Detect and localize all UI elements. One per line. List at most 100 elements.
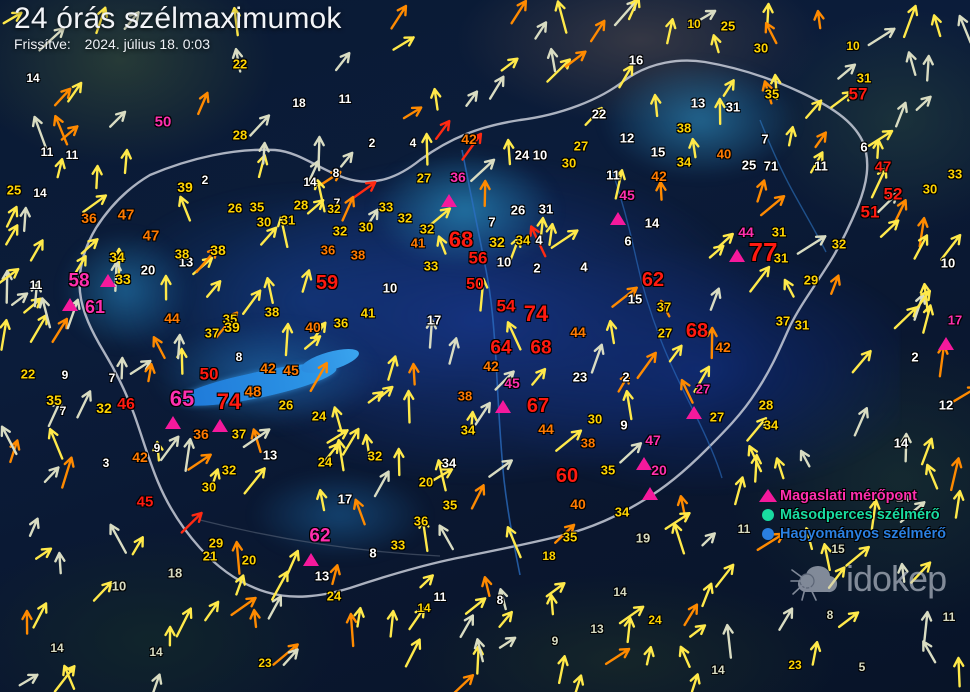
wind-direction-arrow-icon [605,319,618,344]
station-value-label: 18 [542,549,556,563]
wind-direction-arrow-icon [655,181,667,202]
wind-direction-arrow-icon [796,234,826,255]
wind-direction-arrow-icon [845,545,871,567]
wind-direction-arrow-icon [300,269,312,293]
wind-direction-arrow-icon [476,277,489,312]
wind-direction-arrow-icon [554,0,568,34]
station-value-label: 42 [715,339,731,355]
wind-direction-arrow-icon [426,319,438,350]
wind-direction-arrow-icon [505,320,522,351]
station-value-label: 28 [232,127,248,143]
station-value-label: 11 [942,610,956,624]
station-value-label: 28 [293,197,309,213]
wind-direction-arrow-icon [461,132,483,161]
wind-direction-arrow-icon [151,441,164,462]
station-value-label: 42 [651,168,667,184]
wind-direction-arrow-icon [809,641,821,667]
station-value-label: 30 [922,181,938,197]
wind-direction-arrow-icon [177,195,191,222]
wind-direction-arrow-icon [905,51,918,77]
wind-direction-arrow-icon [386,610,398,638]
station-value-label: 38 [264,304,280,320]
wind-direction-arrow-icon [777,607,793,632]
station-value-label: 9 [61,368,69,382]
wind-direction-arrow-icon [546,47,558,73]
wind-direction-arrow-icon [159,435,180,462]
station-value-label: 32 [221,462,237,478]
wind-direction-arrow-icon [910,561,932,584]
wind-direction-arrow-icon [229,7,241,37]
wind-direction-arrow-icon [557,655,569,685]
wind-direction-arrow-icon [75,389,92,419]
station-value-label: 24 [648,613,662,627]
wind-direction-arrow-icon [869,499,881,531]
wind-direction-arrow-icon [837,63,857,80]
wind-direction-arrow-icon [428,468,454,484]
wind-direction-arrow-icon [334,52,351,72]
wind-direction-arrow-icon [628,0,641,21]
wind-direction-arrow-icon [243,467,266,495]
updated-label: Frissítve: [14,36,71,52]
station-value-label: 12 [938,397,954,413]
station-value-label: 33 [390,537,406,553]
wind-direction-arrow-icon [249,114,271,137]
station-value-label: 22 [591,106,607,122]
station-value-label: 10 [940,255,956,271]
highland-shading [600,60,800,180]
station-value-label: 34 [515,232,531,248]
station-value-label: 40 [305,319,321,335]
wind-direction-arrow-icon [390,5,407,30]
station-value-label: 40 [570,496,586,512]
station-value-label: 13 [690,95,706,111]
wind-direction-arrow-icon [546,581,567,597]
wind-direction-arrow-icon [48,428,64,461]
station-value-label: 32 [397,210,413,226]
station-value-label: 2 [533,260,541,276]
wind-direction-arrow-icon [250,428,262,454]
wind-direction-arrow-icon [451,673,475,692]
station-value-label: 36 [81,210,97,226]
wind-direction-arrow-icon [668,344,683,363]
station-value-label: 48 [244,383,262,401]
wind-direction-arrow-icon [770,74,782,101]
wind-direction-arrow-icon [762,2,774,25]
station-value-label: 22 [20,366,36,382]
station-value-label: 32 [367,448,383,464]
wind-direction-arrow-icon [555,429,583,452]
station-value-label: 47 [645,432,661,448]
wind-direction-arrow-icon [499,636,517,649]
station-value-label: 10 [382,280,398,296]
station-value-label: 56 [468,248,488,268]
station-value-label: 45 [283,362,299,378]
wind-direction-arrow-icon [936,343,949,378]
wind-direction-arrow-icon [756,179,768,203]
wind-direction-arrow-icon [346,613,358,648]
wind-direction-arrow-icon [920,611,933,642]
wind-direction-arrow-icon [0,319,11,352]
wind-direction-arrow-icon [783,278,796,298]
station-value-label: 14 [26,71,40,85]
wind-direction-arrow-icon [196,92,210,116]
station-value-label: 10 [687,17,701,31]
station-value-label: 41 [410,235,426,251]
wind-direction-arrow-icon [180,512,203,535]
station-value-label: 11 [29,278,43,292]
wind-direction-arrow-icon [701,582,715,608]
wind-direction-arrow-icon [478,179,491,207]
station-value-label: 35 [562,529,578,545]
wind-direction-arrow-icon [92,581,113,602]
station-value-label: 17 [947,312,963,328]
wind-direction-arrow-icon [37,26,65,52]
wind-direction-arrow-icon [11,292,29,306]
station-value-label: 36 [413,513,429,529]
wind-direction-arrow-icon [229,597,257,617]
wind-direction-arrow-icon [308,159,321,183]
wind-direction-arrow-icon [880,219,900,239]
wind-direction-arrow-icon [320,442,340,468]
wind-direction-arrow-icon [921,437,935,466]
wind-direction-arrow-icon [671,522,685,555]
station-value-label: 71 [763,158,779,174]
wind-direction-arrow-icon [894,101,908,128]
station-value-label: 42 [483,358,499,374]
wind-direction-arrow-icon [930,14,942,38]
